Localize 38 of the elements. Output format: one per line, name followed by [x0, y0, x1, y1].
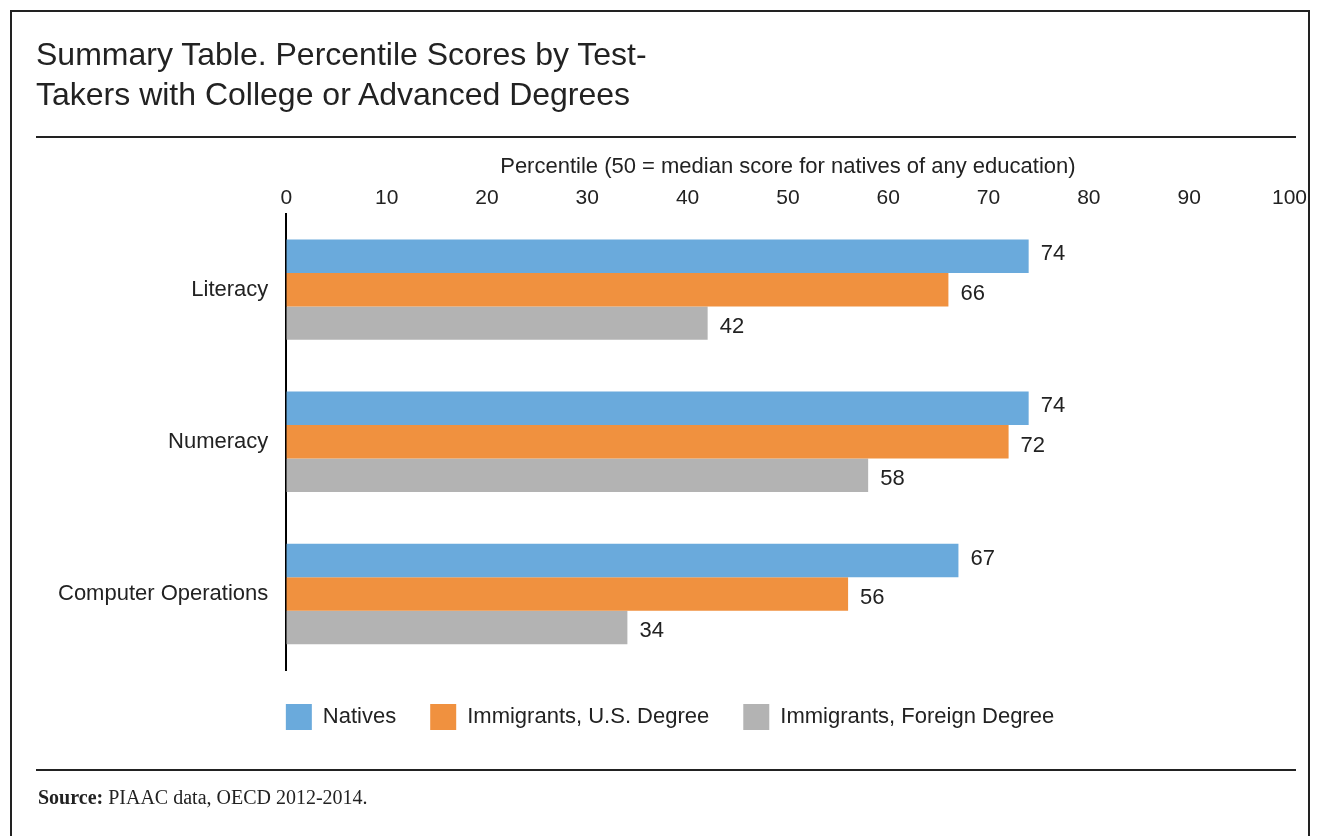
chart-title: Summary Table. Percentile Scores by Test-Takers with College or Advanced Degrees — [36, 35, 648, 114]
x-tick-label: 50 — [776, 184, 800, 208]
data-label: 66 — [960, 279, 985, 305]
bar — [286, 610, 628, 645]
bar — [286, 577, 849, 611]
legend-label: Natives — [322, 703, 397, 729]
x-axis-title: Percentile (50 = median score for natives of any education) — [500, 153, 1076, 179]
data-label: 34 — [639, 617, 664, 643]
bar — [286, 391, 1029, 426]
data-label: 58 — [880, 465, 905, 491]
source-note: Source: PIAAC data, OECD 2012-2014. — [38, 786, 368, 809]
data-label: 72 — [1020, 431, 1046, 457]
bar — [286, 458, 869, 492]
data-label: 42 — [719, 313, 745, 339]
x-tick-label: 40 — [675, 184, 700, 208]
bar — [286, 543, 959, 578]
legend-label: Immigrants, U.S. Degree — [467, 703, 710, 729]
x-tick-label: 90 — [1177, 184, 1201, 208]
x-tick-label: 70 — [976, 184, 1001, 208]
x-tick-label: 20 — [475, 184, 499, 208]
data-label: 67 — [970, 544, 995, 570]
bar — [286, 239, 1029, 273]
bar — [286, 425, 1009, 459]
bar — [286, 272, 949, 307]
x-tick-label: 30 — [575, 184, 599, 208]
data-label: 74 — [1040, 240, 1066, 266]
x-tick-label: 10 — [374, 184, 399, 208]
x-tick-label: 60 — [876, 184, 900, 208]
y-tick-label: Literacy — [191, 275, 269, 301]
data-label: 56 — [860, 584, 885, 609]
x-tick-label: 100 — [1271, 184, 1307, 208]
x-tick-label: 0 — [280, 184, 293, 208]
x-tick-label: 80 — [1077, 184, 1101, 208]
data-label: 74 — [1040, 392, 1066, 418]
y-tick-label: Numeracy — [168, 427, 269, 453]
legend-label: Immigrants, Foreign Degree — [780, 703, 1055, 729]
y-tick-label: Computer Operations — [57, 580, 269, 605]
bar — [286, 306, 708, 340]
